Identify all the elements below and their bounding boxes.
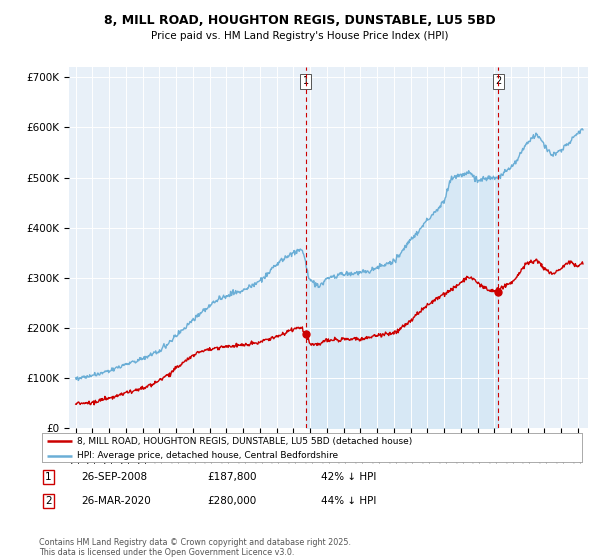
Text: 1: 1 <box>45 472 52 482</box>
Text: 8, MILL ROAD, HOUGHTON REGIS, DUNSTABLE, LU5 5BD: 8, MILL ROAD, HOUGHTON REGIS, DUNSTABLE,… <box>104 14 496 27</box>
Text: £280,000: £280,000 <box>207 496 256 506</box>
Text: HPI: Average price, detached house, Central Bedfordshire: HPI: Average price, detached house, Cent… <box>77 451 338 460</box>
Text: Contains HM Land Registry data © Crown copyright and database right 2025.
This d: Contains HM Land Registry data © Crown c… <box>39 538 351 557</box>
Text: 1: 1 <box>302 76 308 86</box>
Text: 26-SEP-2008: 26-SEP-2008 <box>81 472 147 482</box>
Text: Price paid vs. HM Land Registry's House Price Index (HPI): Price paid vs. HM Land Registry's House … <box>151 31 449 41</box>
Text: 42% ↓ HPI: 42% ↓ HPI <box>321 472 376 482</box>
Text: 8, MILL ROAD, HOUGHTON REGIS, DUNSTABLE, LU5 5BD (detached house): 8, MILL ROAD, HOUGHTON REGIS, DUNSTABLE,… <box>77 437 412 446</box>
Text: £187,800: £187,800 <box>207 472 257 482</box>
Text: 2: 2 <box>495 76 502 86</box>
Text: 26-MAR-2020: 26-MAR-2020 <box>81 496 151 506</box>
Text: 44% ↓ HPI: 44% ↓ HPI <box>321 496 376 506</box>
Text: 2: 2 <box>45 496 52 506</box>
